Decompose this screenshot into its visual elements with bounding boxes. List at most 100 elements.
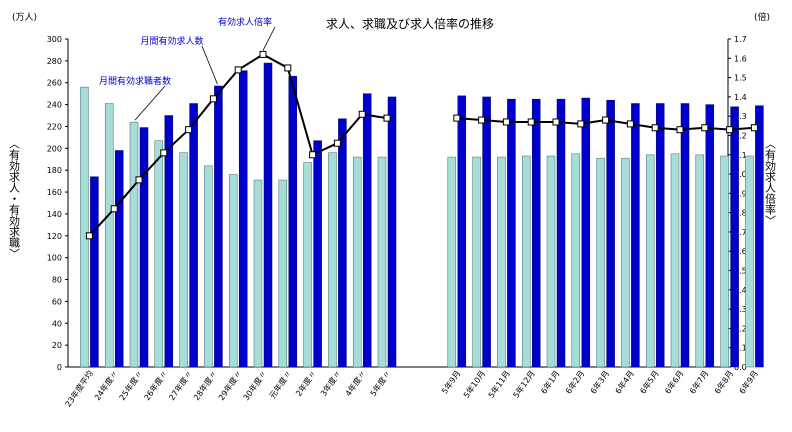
bar-job-seekers [228,174,238,368]
right-tick-label: 0.7 [734,228,747,237]
left-tick-label: 220 [47,122,62,131]
left-unit-label: (万人) [12,12,37,23]
bar-job-seekers [521,155,531,368]
ratio-point [209,95,217,103]
left-tick-label: 0 [57,363,62,372]
bar-job-openings [164,115,174,368]
bar-job-openings [457,95,467,368]
left-tick-label: 80 [52,276,62,285]
bar-job-openings [655,103,665,368]
right-tick-label: 1.4 [734,93,747,102]
ratio-point [478,116,486,124]
right-tick-label: 0.2 [734,324,747,333]
bar-job-openings [581,97,591,368]
ratio-point [626,120,634,128]
bar-job-openings [90,176,99,368]
bar-job-seekers [596,157,605,368]
x-tick-label: 元年度〃 [267,368,294,400]
bar-job-openings [680,103,690,368]
left-tick-label: 40 [52,319,62,328]
bar-job-openings [214,85,223,368]
ratio-point [676,126,684,134]
ratio-point [651,124,659,132]
ratio-point [309,151,317,159]
x-tick-label: 5年9月 [439,368,462,395]
x-tick-label: 29年度〃 [216,368,244,402]
legend-openings-label: 月間有効求人数 [140,35,203,47]
bar-job-openings [387,96,397,368]
ratio-point [750,124,758,132]
legend-seekers-pointer [134,85,166,121]
x-tick-label: 6年1月 [538,368,561,395]
ratio-point [284,64,292,72]
bar-job-seekers [546,155,556,368]
x-tick-label: 6年2月 [563,368,586,395]
ratio-point [358,110,366,118]
left-tick-label: 100 [47,254,62,263]
ratio-point [383,114,391,122]
ratio-point [577,120,585,128]
right-tick-label: 1.5 [734,74,747,83]
right-tick-label: 1.2 [734,131,747,140]
bar-job-seekers [328,152,337,368]
bar-job-openings [238,70,248,368]
legend-openings-pointer [201,45,218,85]
bar-job-openings [139,127,149,368]
bar-job-openings [189,103,198,368]
left-tick-label: 60 [52,297,62,306]
bar-job-seekers [472,156,481,368]
ratio-point [602,116,610,124]
bar-job-seekers [104,103,114,368]
right-tick-label: 0.1 [734,344,747,353]
left-tick-label: 240 [47,101,62,110]
legend-ratio-label: 有効求人倍率 [218,16,272,28]
x-tick-label: 6年8月 [712,368,735,395]
right-tick-label: 0.9 [734,189,747,198]
left-tick-label: 140 [47,210,62,219]
bar-job-seekers [377,156,387,368]
bar-job-seekers [179,152,188,368]
ratio-point [453,114,461,122]
x-tick-label: 4年度〃 [343,368,368,398]
left-tick-label: 120 [47,232,62,241]
bar-job-seekers [278,179,288,368]
x-tick-label: 23年度平均 [63,368,95,408]
x-tick-label: 6年4月 [613,368,636,395]
left-tick-label: 160 [47,188,62,197]
x-tick-label: 26年度〃 [142,368,170,402]
ratio-point [552,118,560,126]
right-tick-label: 1.3 [734,112,747,121]
left-tick-label: 180 [47,166,62,175]
x-tick-label: 27年度〃 [166,368,194,402]
x-tick-label: 3年度〃 [318,368,343,398]
bar-job-seekers [571,153,581,368]
bar-job-seekers [352,156,362,368]
right-tick-label: 0.6 [734,247,747,256]
ratio-point [333,139,341,147]
right-axis-label: 〈有効求人倍率〉 [764,138,777,226]
bar-job-seekers [645,154,655,368]
x-tick-label: 5年11月 [486,368,512,399]
x-tick-label: 6年5月 [638,368,661,395]
bar-job-seekers [154,140,164,368]
bar-job-openings [755,105,764,368]
bar-job-seekers [497,156,506,368]
ratio-point [135,176,143,184]
right-tick-label: 0.3 [734,305,747,314]
bar-job-seekers [80,86,89,368]
legend-seekers-label: 月間有効求職者数 [99,75,171,87]
x-tick-label: 25年度〃 [117,368,145,402]
ratio-point [160,149,168,157]
x-tick-label: 6年7月 [687,368,710,395]
x-tick-label: 24年度〃 [92,368,120,402]
x-tick-label: 28年度〃 [191,368,219,402]
bar-job-openings [263,62,273,368]
left-tick-label: 260 [47,79,62,88]
bar-job-openings [531,98,541,368]
bar-job-seekers [303,162,312,368]
ratio-point [85,232,93,240]
bar-job-seekers [204,165,213,368]
bar-job-openings [338,118,347,368]
plot-area: 0 20 40 60 80 100 120 140 160 180 200 220 240 260 280 3… [47,16,764,409]
